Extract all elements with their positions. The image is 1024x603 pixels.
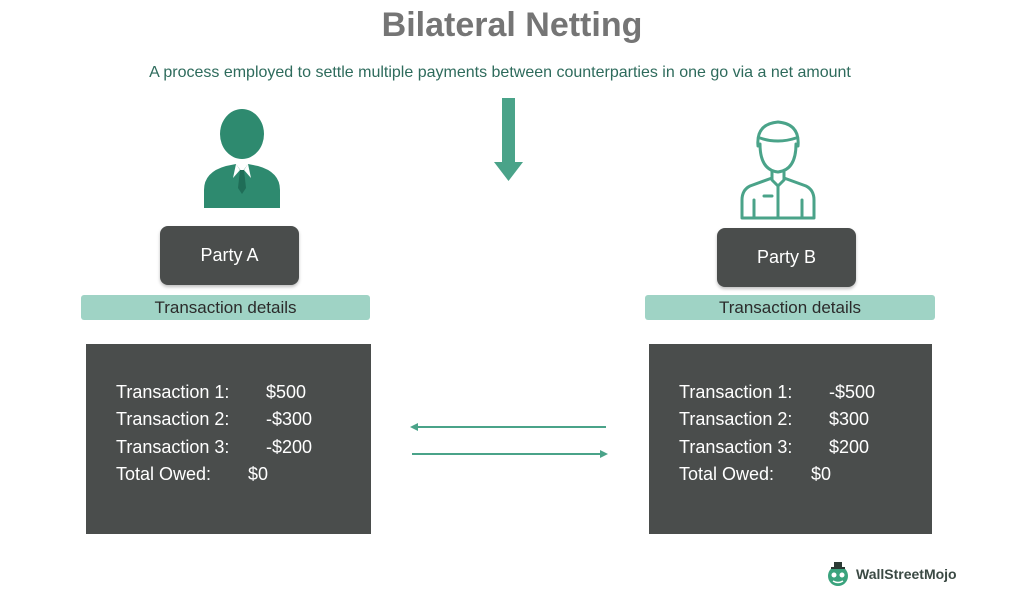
total-owed-label: Total Owed: xyxy=(116,464,212,484)
total-owed-row: Total Owed: $0 xyxy=(679,464,831,485)
transaction-label: Transaction 1: xyxy=(679,382,793,402)
party-a-transactions-panel: Transaction 1: $500 Transaction 2: -$300… xyxy=(86,344,371,534)
businessman-icon xyxy=(204,109,280,208)
transaction-value: -$300 xyxy=(266,409,313,429)
person-outline-icon xyxy=(740,120,816,220)
transaction-row: Transaction 1: $500 xyxy=(116,382,306,403)
party-b-transactions-panel: Transaction 1: -$500 Transaction 2: $300… xyxy=(649,344,932,534)
transaction-value: -$200 xyxy=(266,437,313,457)
exchange-arrows xyxy=(410,423,608,458)
party-b-details-label: Transaction details xyxy=(645,295,935,320)
transaction-label: Transaction 3: xyxy=(679,437,793,457)
transaction-value: $300 xyxy=(829,409,870,429)
wallstreetmojo-logo: WallStreetMojo xyxy=(824,560,957,588)
transaction-value: $200 xyxy=(829,437,870,457)
total-owed-value: $0 xyxy=(248,464,269,484)
transaction-label: Transaction 2: xyxy=(116,409,230,429)
transaction-label: Transaction 1: xyxy=(116,382,230,402)
transaction-value: -$500 xyxy=(829,382,876,402)
transaction-row: Transaction 2: -$300 xyxy=(116,409,312,430)
transaction-row: Transaction 3: -$200 xyxy=(116,437,312,458)
transaction-value: $500 xyxy=(266,382,307,402)
transaction-row: Transaction 1: -$500 xyxy=(679,382,875,403)
logo-text: WallStreetMojo xyxy=(856,566,957,582)
transaction-row: Transaction 2: $300 xyxy=(679,409,869,430)
party-a-details-label: Transaction details xyxy=(81,295,370,320)
diagram-subtitle: A process employed to settle multiple pa… xyxy=(149,64,851,81)
total-owed-row: Total Owed: $0 xyxy=(116,464,268,485)
diagram-title: Bilateral Netting xyxy=(381,6,643,44)
total-owed-value: $0 xyxy=(811,464,832,484)
transaction-row: Transaction 3: $200 xyxy=(679,437,869,458)
party-a-box: Party A xyxy=(160,226,299,285)
wallstreetmojo-logo-icon xyxy=(828,562,848,586)
down-arrow-icon xyxy=(494,98,523,181)
party-b-box: Party B xyxy=(717,228,856,287)
transaction-label: Transaction 2: xyxy=(679,409,793,429)
left-arrow-icon xyxy=(410,423,606,431)
right-arrow-icon xyxy=(412,450,608,458)
transaction-label: Transaction 3: xyxy=(116,437,230,457)
total-owed-label: Total Owed: xyxy=(679,464,775,484)
